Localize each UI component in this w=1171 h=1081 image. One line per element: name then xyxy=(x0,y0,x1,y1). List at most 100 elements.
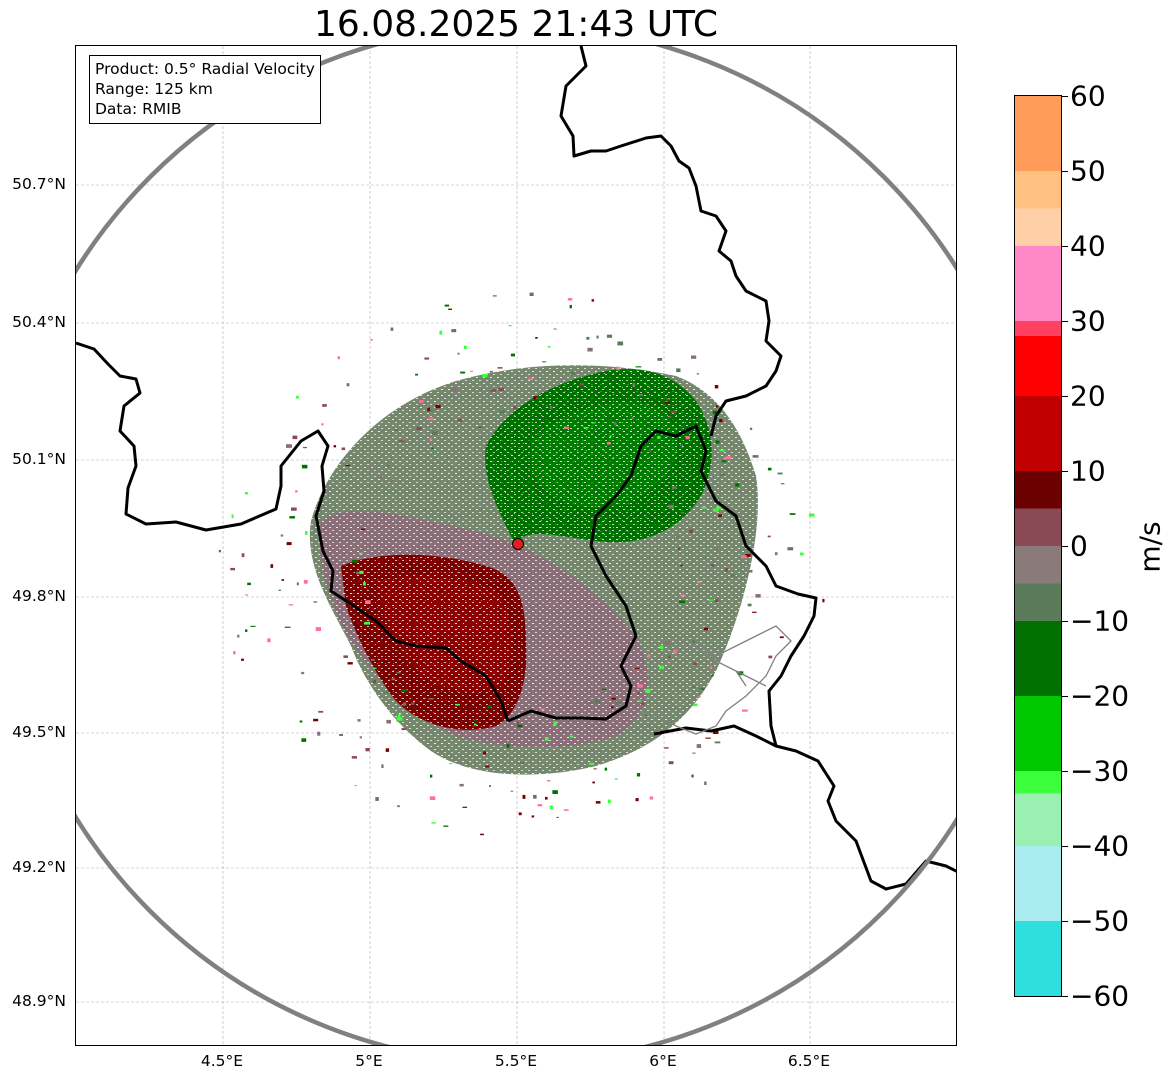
echo-pixel xyxy=(352,559,358,563)
info-range: Range: 125 km xyxy=(95,80,213,98)
echo-pixel xyxy=(483,751,487,755)
echo-pixel xyxy=(711,674,714,677)
echo-pixel xyxy=(245,594,249,596)
echo-pixel xyxy=(747,603,752,607)
echo-pixel xyxy=(343,655,348,658)
echo-pixel xyxy=(715,440,720,444)
echo-pixel xyxy=(666,398,671,401)
echo-pixel xyxy=(401,728,406,731)
echo-pixel xyxy=(478,426,482,429)
echo-pixel xyxy=(725,456,732,460)
echo-pixel xyxy=(460,371,466,374)
echo-pixel xyxy=(230,567,235,571)
echo-pixel xyxy=(668,504,674,509)
echo-pixel xyxy=(724,568,729,572)
echo-pixel xyxy=(589,762,595,765)
echo-pixel xyxy=(237,634,240,638)
colorbar-tick-label: −50 xyxy=(1070,904,1130,938)
echo-pixel xyxy=(609,435,612,438)
echo-pixel xyxy=(474,719,477,721)
echo-pixel xyxy=(752,611,757,613)
colorbar-band xyxy=(1015,696,1061,772)
echo-pixel xyxy=(604,767,608,771)
echo-pixel xyxy=(332,542,335,547)
echo-pixel xyxy=(714,741,721,744)
echo-pixel xyxy=(457,418,463,422)
echo-pixel xyxy=(301,738,307,742)
echo-pixel xyxy=(428,698,434,700)
echo-pixel xyxy=(517,724,523,728)
echo-pixel xyxy=(613,422,617,426)
echo-pixel xyxy=(461,707,464,710)
echo-pixel xyxy=(369,517,373,520)
echo-pixel xyxy=(692,640,695,643)
echo-pixel xyxy=(385,748,390,752)
echo-pixel xyxy=(347,662,353,665)
echo-pixel xyxy=(439,330,443,335)
colorbar-band xyxy=(1015,793,1061,847)
echo-pixel xyxy=(592,781,595,784)
echo-pixel xyxy=(749,569,753,573)
echo-pixel xyxy=(443,696,446,701)
echo-pixel xyxy=(317,732,321,736)
colorbar-tick-label: −20 xyxy=(1070,679,1130,713)
echo-pixel xyxy=(518,812,522,816)
colorbar-tick-mark xyxy=(1062,171,1068,172)
echo-pixel xyxy=(567,298,573,301)
echo-pixel xyxy=(520,762,525,764)
echo-pixel xyxy=(390,479,396,481)
echo-pixel xyxy=(490,389,497,392)
echo-pixel xyxy=(822,598,825,603)
colorbar-band xyxy=(1015,546,1061,584)
echo-pixel xyxy=(296,395,299,399)
colorbar-band xyxy=(1015,471,1061,509)
echo-pixel xyxy=(637,684,643,688)
echo-pixel xyxy=(731,574,736,577)
echo-pixel xyxy=(657,679,661,681)
echo-pixel xyxy=(690,429,694,433)
echo-pixel xyxy=(545,796,548,800)
echo-pixel xyxy=(704,627,708,631)
colorbar-tick-label: −60 xyxy=(1070,979,1130,1013)
echo-pixel xyxy=(593,768,597,770)
echo-pixel xyxy=(779,636,784,639)
echo-pixel xyxy=(735,483,740,487)
echo-pixel xyxy=(485,765,490,768)
echo-pixel xyxy=(611,706,614,709)
echo-pixel xyxy=(270,564,274,568)
echo-pixel xyxy=(547,345,551,348)
echo-pixel xyxy=(267,638,271,643)
echo-pixel xyxy=(670,410,676,414)
echo-pixel xyxy=(313,601,318,603)
lat-label: 49.5°N xyxy=(12,723,66,741)
echo-pixel xyxy=(295,490,298,493)
colorbar-tick-mark xyxy=(1062,996,1068,997)
echo-pixel xyxy=(303,446,307,449)
echo-pixel xyxy=(649,796,654,800)
echo-pixel xyxy=(451,387,457,391)
echo-pixel xyxy=(463,345,467,349)
echo-pixel xyxy=(668,655,671,659)
echo-pixel xyxy=(617,341,624,346)
echo-pixel xyxy=(286,444,292,448)
echo-pixel xyxy=(607,442,611,445)
echo-pixel xyxy=(361,528,365,530)
echo-pixel xyxy=(544,737,549,741)
colorbar-tick-label: 40 xyxy=(1070,229,1106,263)
lat-label: 50.7°N xyxy=(12,175,66,193)
echo-pixel xyxy=(508,325,512,327)
radar-map-panel[interactable] xyxy=(75,45,957,1046)
colorbar-band xyxy=(1015,246,1061,322)
admin-boundaries xyxy=(635,625,792,735)
country-borders xyxy=(76,46,956,891)
echo-pixel xyxy=(720,473,726,476)
echo-pixel xyxy=(429,409,434,412)
echo-pixel xyxy=(398,440,405,442)
echo-pixel xyxy=(780,483,785,485)
lat-label: 48.9°N xyxy=(12,992,66,1010)
echo-pixel xyxy=(489,370,493,373)
echo-pixel xyxy=(444,304,450,307)
colorbar-band xyxy=(1015,96,1061,172)
echo-pixel xyxy=(692,686,696,689)
map-title: 16.08.2025 21:43 UTC xyxy=(313,4,719,45)
